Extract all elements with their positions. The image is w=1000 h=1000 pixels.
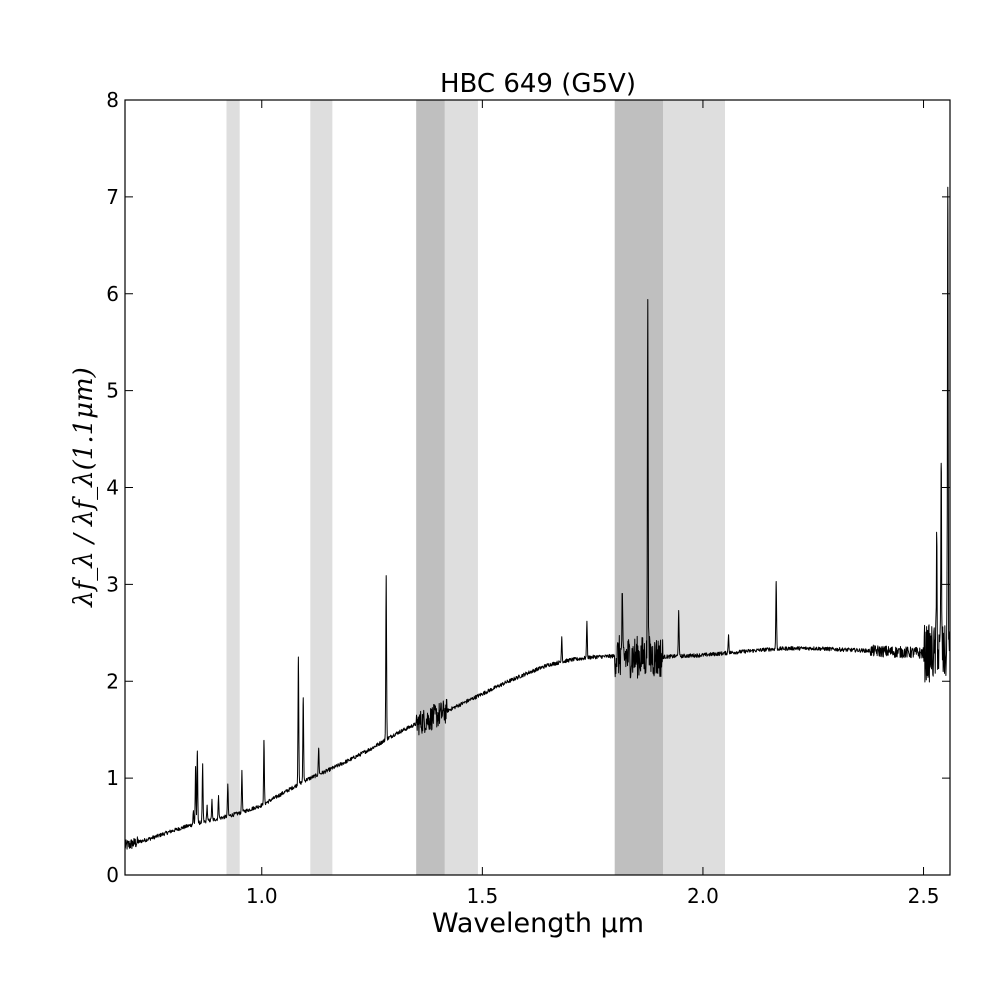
plot-area [125,186,950,850]
y-tick-label: 4 [106,476,119,500]
x-tick-label: 2.5 [908,884,940,908]
y-tick-label: 6 [106,282,119,306]
x-tick-label: 1.5 [466,884,498,908]
x-tick-label: 2.0 [687,884,719,908]
shaded-bands [226,100,725,875]
y-tick-label: 5 [106,379,119,403]
y-tick-label: 1 [106,766,119,790]
shaded-band-4 [444,100,478,875]
shaded-band-2 [310,100,333,875]
y-axis-ticks: 0 1 2 3 4 5 6 7 8 [106,88,950,887]
x-axis-label: Wavelength μm [432,908,644,939]
x-axis-ticks: 1.0 1.5 2.0 2.5 [246,100,940,908]
spectrum-line [125,186,950,850]
x-tick-label: 1.0 [246,884,278,908]
y-tick-label: 2 [106,669,119,693]
y-axis-label: λf_λ / λf_λ(1.1μm) [69,367,99,608]
chart-title: HBC 649 (G5V) [440,69,636,99]
y-tick-label: 0 [106,863,119,887]
shaded-band-3 [416,100,445,875]
y-tick-label: 8 [106,88,119,112]
y-tick-label: 3 [106,572,119,596]
shaded-band-5 [614,100,664,875]
plot-frame [124,99,951,876]
shaded-band-1 [226,100,240,875]
shaded-band-6 [663,100,725,875]
y-tick-label: 7 [106,185,119,209]
